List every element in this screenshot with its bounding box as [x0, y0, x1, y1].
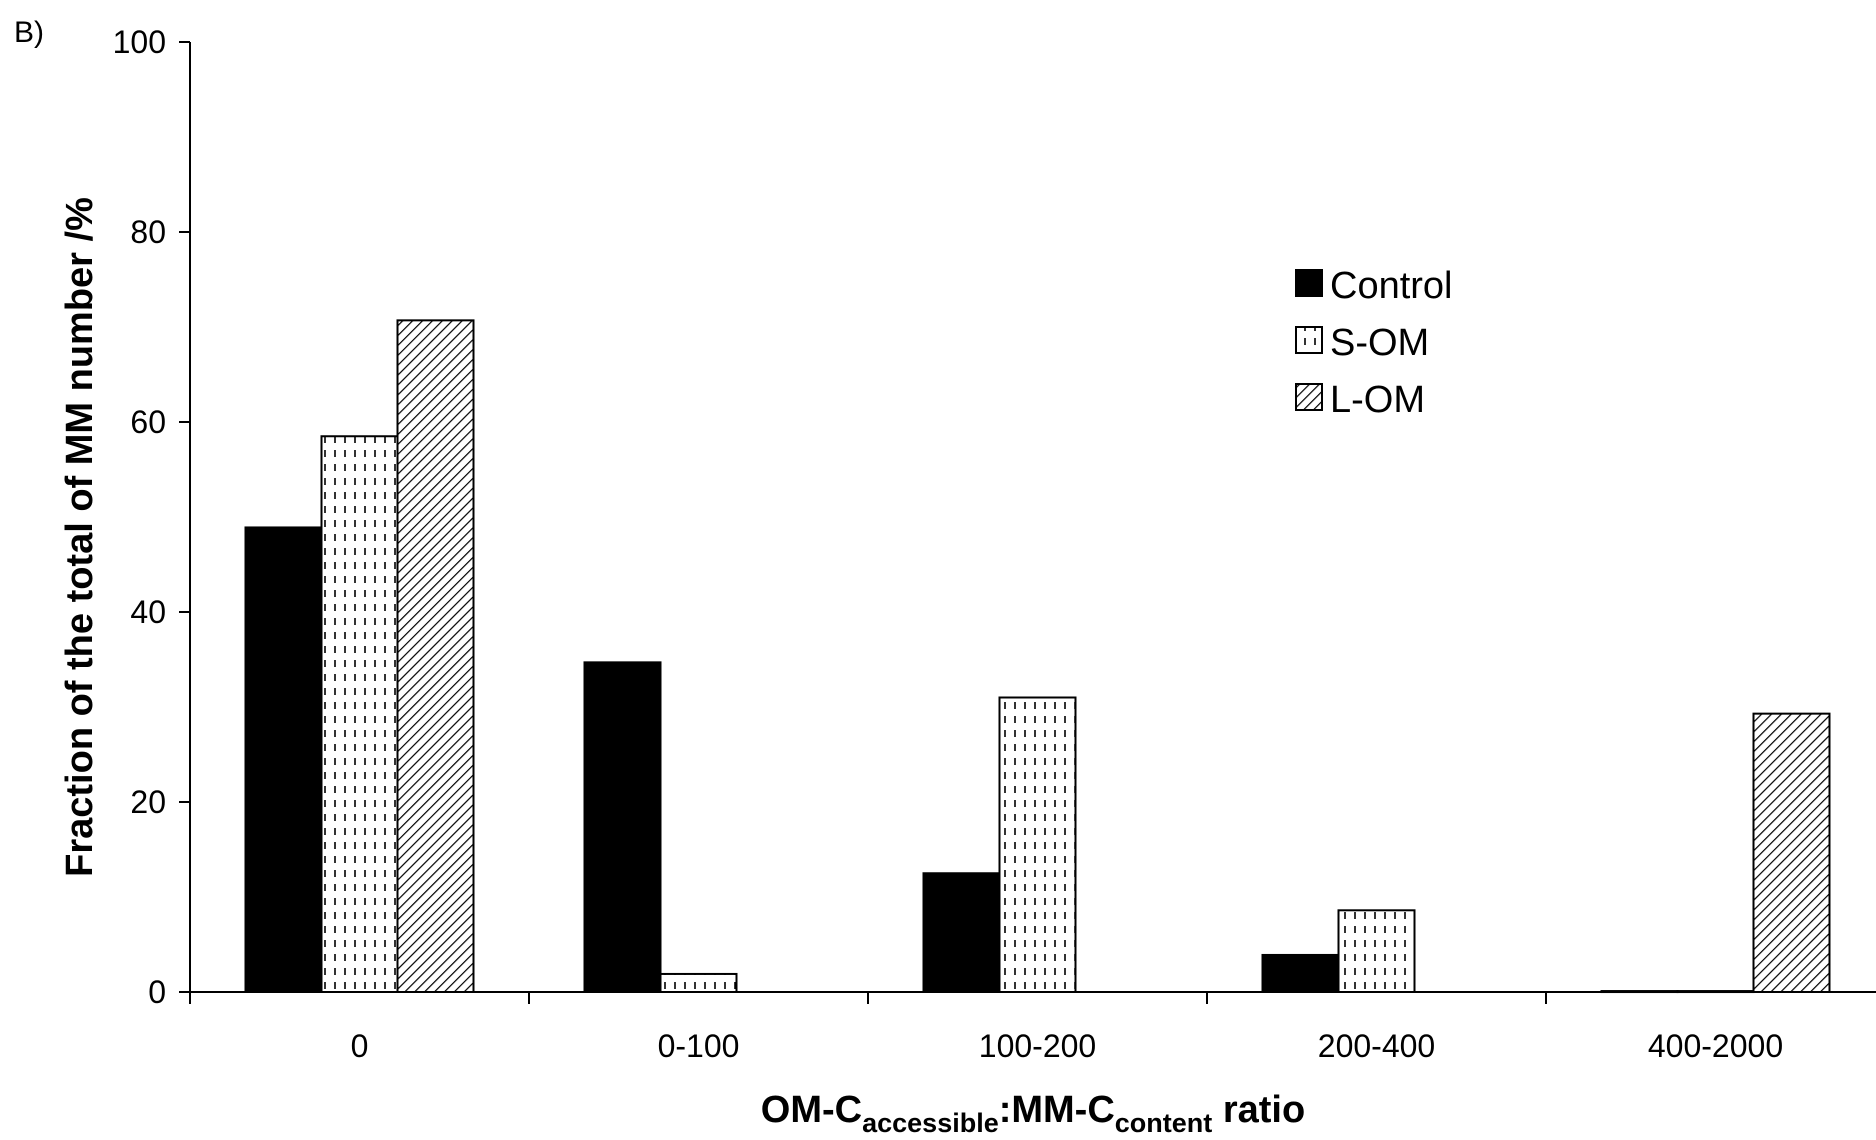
- x-tick-label: 0: [351, 1028, 369, 1064]
- x-title-part: ratio: [1212, 1089, 1305, 1131]
- bar-s-om-3: [1337, 909, 1416, 993]
- x-axis: 0 0-100 100-200 200-400 400-2000: [189, 991, 1876, 1064]
- bar-s-om-1: [659, 972, 738, 994]
- x-title-subscript: accessible: [862, 1108, 999, 1138]
- y-tick-label: 80: [130, 214, 166, 250]
- y-tick-label: 40: [130, 594, 166, 630]
- bar-control-3: [1261, 953, 1340, 994]
- y-axis: 0 20 40 60 80 100: [113, 24, 191, 1010]
- y-tick-label: 100: [113, 24, 166, 60]
- panel-label: B): [14, 16, 44, 49]
- bars: [244, 319, 1831, 994]
- x-tick-label: 200-400: [1318, 1028, 1435, 1064]
- y-tick-label: 20: [130, 784, 166, 820]
- bar-s-om-0: [320, 435, 399, 993]
- legend-swatch-l-om: [1295, 383, 1323, 411]
- legend-label: L-OM: [1330, 379, 1425, 421]
- x-title-part: OM-C: [761, 1089, 862, 1131]
- y-axis-title: Fraction of the total of MM number /%: [59, 197, 101, 877]
- bar-control-4: [1600, 990, 1679, 994]
- legend-swatch-s-om: [1295, 326, 1323, 354]
- x-title-subscript: content: [1115, 1108, 1213, 1138]
- legend-label: Control: [1330, 265, 1453, 307]
- legend-swatch-control: [1295, 269, 1323, 297]
- bar-l-om-4: [1752, 712, 1831, 994]
- bar-control-0: [244, 526, 323, 993]
- bar-control-1: [583, 661, 662, 993]
- bar-s-om-2: [998, 696, 1077, 993]
- y-tick-label: 60: [130, 404, 166, 440]
- x-axis-title: OM-Caccessible:MM-Ccontent ratio: [761, 1089, 1305, 1138]
- bar-control-2: [922, 872, 1001, 993]
- x-tick-label: 100-200: [979, 1028, 1096, 1064]
- legend: Control S-OM L-OM: [1295, 265, 1453, 421]
- bar-l-om-0: [396, 319, 475, 994]
- x-title-part: :MM-C: [999, 1089, 1115, 1131]
- bar-s-om-4: [1676, 990, 1755, 994]
- x-tick-label: 400-2000: [1648, 1028, 1783, 1064]
- x-tick-label: 0-100: [658, 1028, 740, 1064]
- y-tick-label: 0: [148, 974, 166, 1010]
- legend-label: S-OM: [1330, 322, 1429, 364]
